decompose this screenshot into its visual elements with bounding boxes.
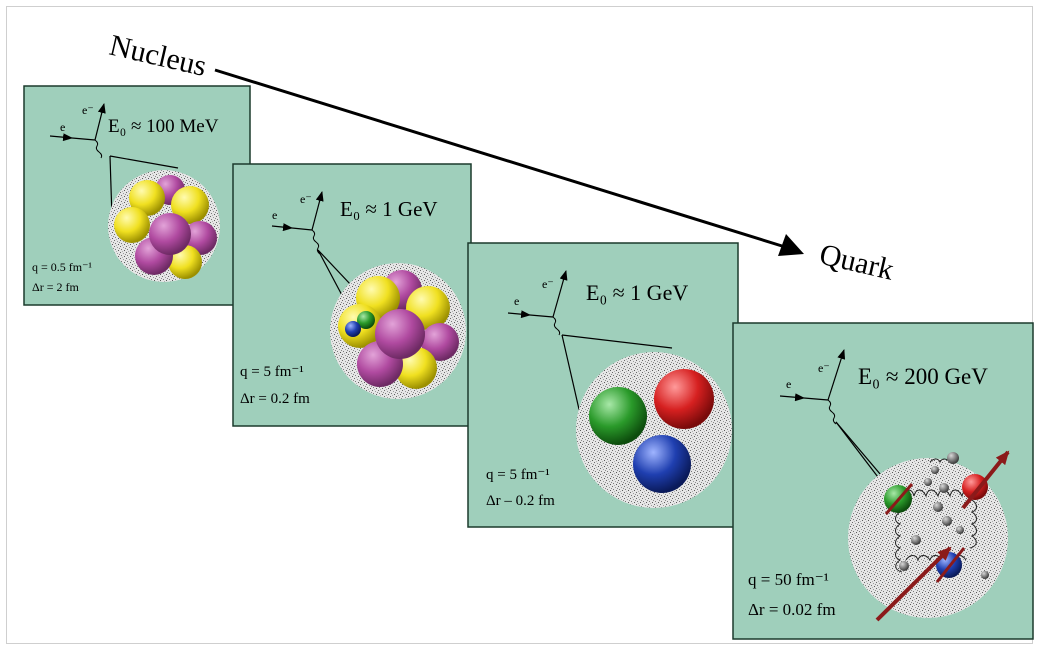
panel-2-resolution: Δr = 0.2 fm bbox=[240, 391, 310, 407]
panel-2-electron-in bbox=[271, 223, 293, 232]
panel-4-electron-out-label: e⁻ bbox=[818, 361, 830, 375]
panel-3-photon bbox=[552, 316, 561, 336]
panel-4-electron-out bbox=[827, 349, 846, 401]
panel-2-energy: E₀ ≈ 1 GeV bbox=[340, 197, 438, 221]
panel-4-red-quark-arrow bbox=[961, 450, 1010, 510]
panel-4-resolution: Δr = 0.02 fm bbox=[748, 600, 836, 619]
panel-1-resolution: Δr = 2 fm bbox=[32, 280, 79, 294]
panel-3-electron-out-label: e⁻ bbox=[542, 277, 554, 291]
panel-2-quark-green bbox=[357, 311, 375, 329]
panel-1-photon bbox=[94, 139, 103, 159]
panel-4-quark-red bbox=[962, 474, 988, 500]
panel-1: e e⁻ E₀ ≈ 100 MeV q = 0.5 fm⁻¹ Δr = 2 fm bbox=[23, 85, 251, 306]
panel-2-electron-in-label: e bbox=[272, 208, 277, 222]
panel-3: e e⁻ E₀ ≈ 1 GeV q = 5 fm⁻¹ Δr – 0.2 fm bbox=[467, 242, 739, 528]
panel-4: e e⁻ E₀ ≈ 200 GeV bbox=[732, 322, 1034, 640]
panel-1-electron-out bbox=[94, 103, 106, 141]
panel-4-gluons bbox=[895, 458, 977, 573]
panel-4-electron-in-label: e bbox=[786, 377, 791, 391]
panel-2: e e⁻ E₀ ≈ 1 GeV q = 5 fm⁻¹ Δr = 0.2 fm bbox=[232, 163, 472, 427]
panel-3-quark-red bbox=[654, 369, 714, 429]
panel-4-photon bbox=[827, 399, 837, 425]
panel-4-energy: E₀ ≈ 200 GeV bbox=[858, 364, 988, 389]
panel-2-photon bbox=[311, 229, 321, 255]
panel-1-energy: E₀ ≈ 100 MeV bbox=[108, 116, 219, 137]
panel-1-electron-in-label: e bbox=[60, 120, 65, 134]
panel-2-quark-blue bbox=[345, 321, 361, 337]
panel-3-quark-green bbox=[589, 387, 647, 445]
resolution-trend-arrowhead bbox=[778, 234, 804, 256]
title-nucleus: Nucleus bbox=[106, 29, 209, 83]
panel-4-struck-quark-arrow bbox=[875, 546, 952, 622]
panel-3-momentum: q = 5 fm⁻¹ bbox=[486, 467, 550, 483]
panel-4-blue-quark-arrow bbox=[935, 547, 966, 583]
panel-1-nucleus bbox=[114, 175, 217, 279]
panel-2-momentum: q = 5 fm⁻¹ bbox=[240, 364, 304, 380]
panel-3-electron-out bbox=[552, 270, 568, 318]
panel-1-electron-out-label: e⁻ bbox=[82, 103, 94, 117]
panel-3-energy: E₀ ≈ 1 GeV bbox=[586, 280, 688, 305]
panel-1-electron-in bbox=[49, 133, 73, 142]
panel-3-resolution: Δr – 0.2 fm bbox=[486, 493, 555, 509]
panel-1-momentum: q = 0.5 fm⁻¹ bbox=[32, 260, 92, 274]
panel-2-nucleus bbox=[338, 270, 459, 389]
panel-2-electron-out-label: e⁻ bbox=[300, 192, 312, 206]
panel-4-sea-quarks bbox=[899, 452, 989, 579]
panel-4-green-quark-arrow bbox=[884, 483, 914, 515]
panel-3-electron-in-label: e bbox=[514, 294, 519, 308]
panel-4-electron-in bbox=[779, 393, 805, 402]
panel-4-momentum: q = 50 fm⁻¹ bbox=[748, 570, 829, 589]
resolution-trend-arrow bbox=[214, 68, 783, 248]
panel-3-electron-in bbox=[507, 310, 531, 319]
panel-3-quark-blue bbox=[633, 435, 691, 493]
title-quark: Quark bbox=[816, 238, 896, 287]
panel-2-electron-out bbox=[311, 191, 324, 231]
